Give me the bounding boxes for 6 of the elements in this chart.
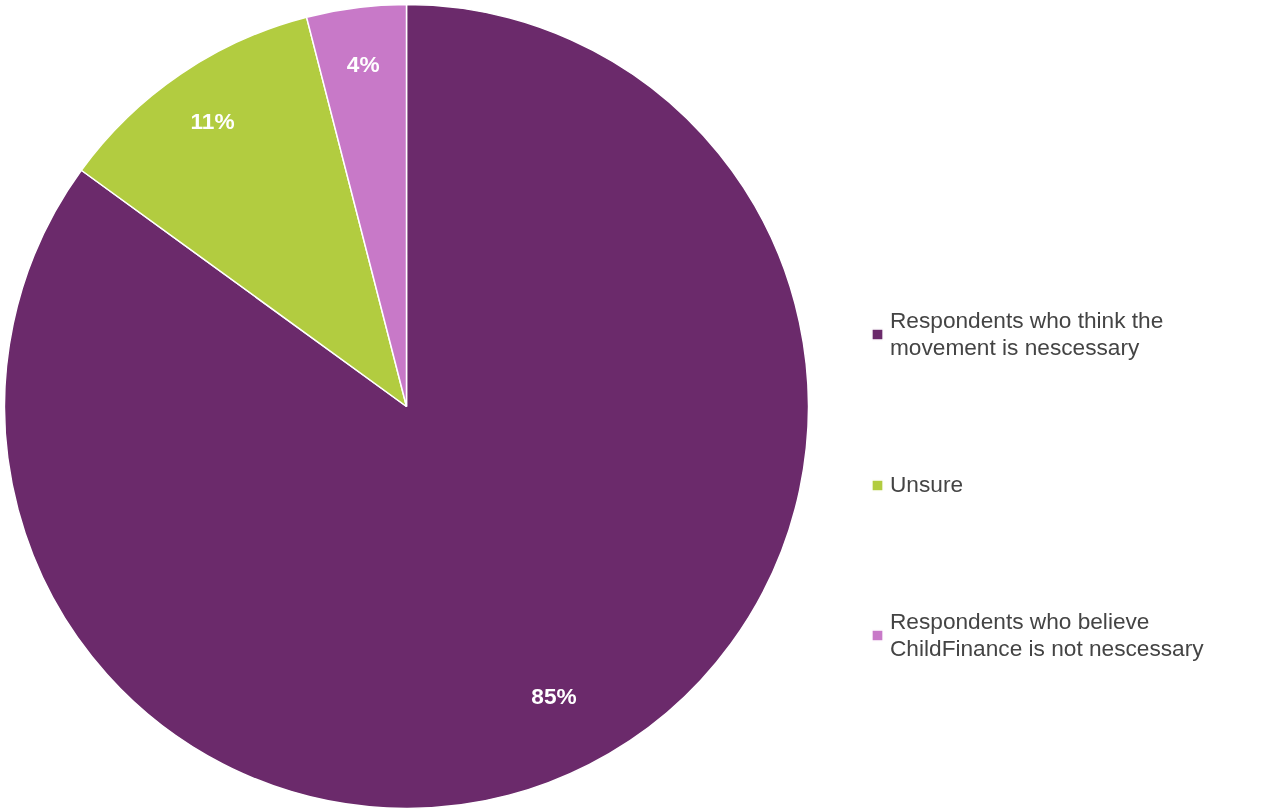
legend-label: Unsure [890,471,964,498]
data-label: 85% [531,682,577,709]
legend-label: Respondents who think the movement is nescessary [890,307,1164,361]
data-label: 4% [346,51,380,78]
legend-label: Respondents who believe ChildFinance is not nescessary [890,608,1204,662]
data-label: 11% [190,108,235,135]
